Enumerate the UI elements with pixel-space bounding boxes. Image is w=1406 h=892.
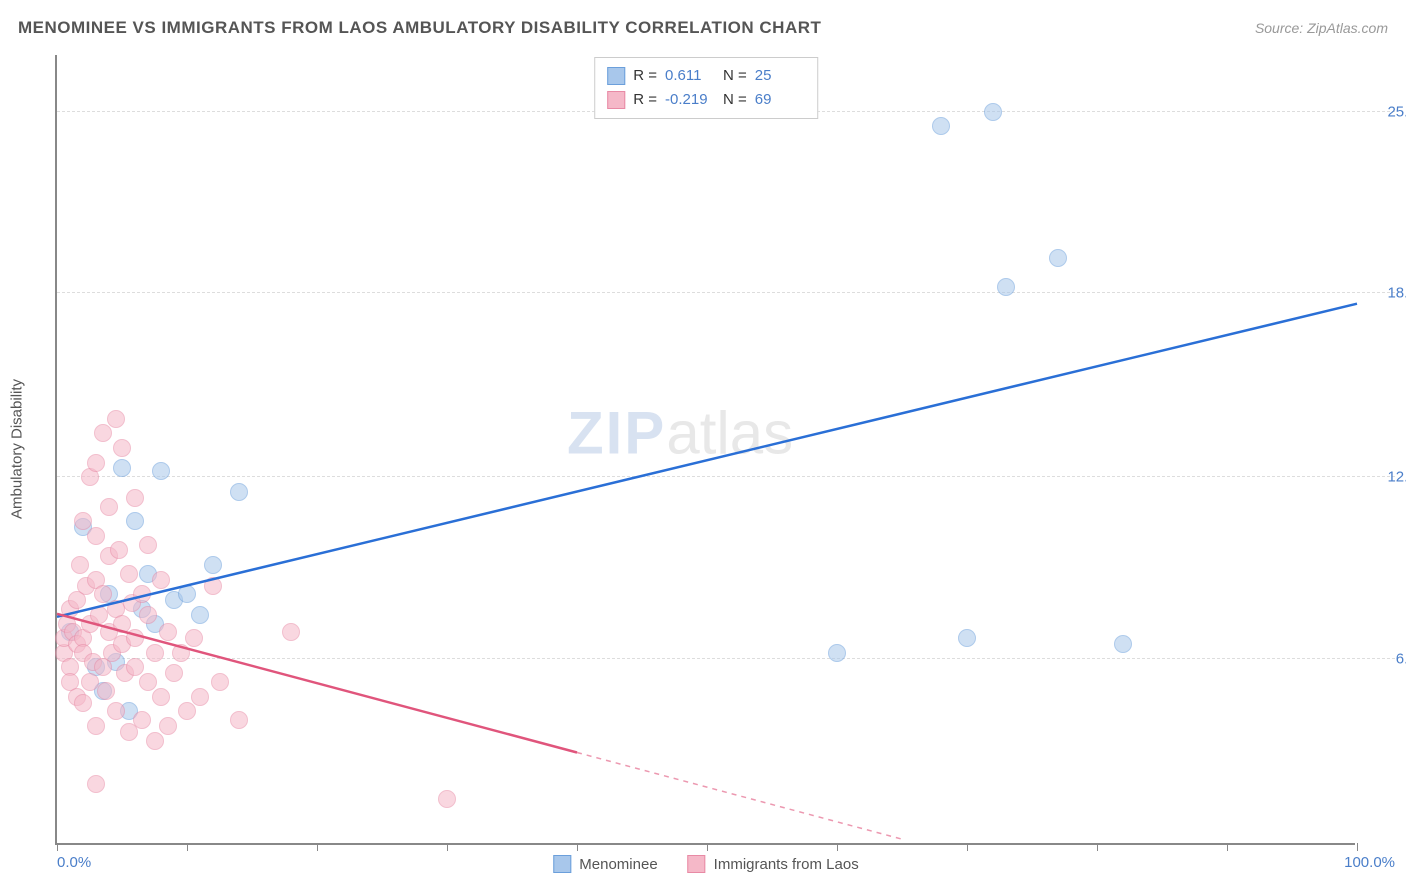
legend-item: Immigrants from Laos	[688, 855, 859, 873]
x-tick	[317, 843, 318, 851]
chart-title: MENOMINEE VS IMMIGRANTS FROM LAOS AMBULA…	[18, 18, 821, 38]
stat-r-value: 0.611	[665, 64, 715, 88]
y-tick-label: 18.8%	[1370, 284, 1406, 301]
legend-swatch	[607, 67, 625, 85]
source-label: Source: ZipAtlas.com	[1255, 20, 1388, 36]
stat-r-label: R =	[633, 88, 657, 112]
stat-n-value: 69	[755, 88, 805, 112]
chart-container: MENOMINEE VS IMMIGRANTS FROM LAOS AMBULA…	[0, 0, 1406, 892]
title-bar: MENOMINEE VS IMMIGRANTS FROM LAOS AMBULA…	[18, 18, 1388, 38]
stat-n-label: N =	[723, 88, 747, 112]
legend-bottom: Menominee Immigrants from Laos	[553, 855, 858, 873]
stat-n-label: N =	[723, 64, 747, 88]
regression-line	[57, 304, 1357, 617]
stat-r-label: R =	[633, 64, 657, 88]
x-tick	[967, 843, 968, 851]
legend-swatch	[607, 91, 625, 109]
legend-swatch	[688, 855, 706, 873]
x-tick	[1357, 843, 1358, 851]
stat-n-value: 25	[755, 64, 805, 88]
x-tick	[187, 843, 188, 851]
legend-stat-row: R = 0.611 N = 25	[607, 64, 805, 88]
x-tick	[577, 843, 578, 851]
x-tick	[447, 843, 448, 851]
legend-label: Immigrants from Laos	[714, 856, 859, 873]
x-tick	[1097, 843, 1098, 851]
legend-stat-row: R = -0.219 N = 69	[607, 88, 805, 112]
legend-swatch	[553, 855, 571, 873]
regression-line	[57, 614, 577, 753]
legend-label: Menominee	[579, 856, 657, 873]
y-tick-label: 25.0%	[1370, 103, 1406, 120]
y-axis-label: Ambulatory Disability	[9, 379, 26, 519]
x-min-label: 0.0%	[57, 854, 91, 871]
regression-line-extrapolated	[577, 752, 902, 839]
x-tick	[707, 843, 708, 851]
y-tick-label: 12.5%	[1370, 469, 1406, 486]
x-tick	[1227, 843, 1228, 851]
x-tick	[837, 843, 838, 851]
x-max-label: 100.0%	[1344, 854, 1395, 871]
y-tick-label: 6.3%	[1370, 650, 1406, 667]
x-tick	[57, 843, 58, 851]
legend-stats: R = 0.611 N = 25 R = -0.219 N = 69	[594, 57, 818, 119]
plot-area: ZIPatlas Ambulatory Disability 6.3%12.5%…	[55, 55, 1355, 845]
regression-lines	[57, 55, 1355, 843]
legend-item: Menominee	[553, 855, 657, 873]
stat-r-value: -0.219	[665, 88, 715, 112]
